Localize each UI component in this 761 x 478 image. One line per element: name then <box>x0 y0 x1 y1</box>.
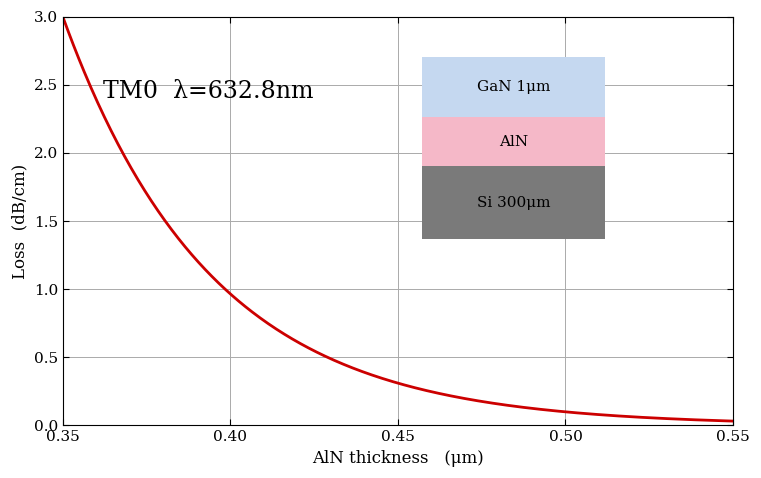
X-axis label: AlN thickness   (μm): AlN thickness (μm) <box>312 450 484 467</box>
Text: TM0  λ=632.8nm: TM0 λ=632.8nm <box>103 80 314 103</box>
Bar <box>422 166 605 239</box>
Text: GaN 1μm: GaN 1μm <box>477 80 550 94</box>
Text: AlN: AlN <box>499 135 528 149</box>
Bar <box>422 117 605 166</box>
Text: Si 300μm: Si 300μm <box>477 196 550 210</box>
Y-axis label: Loss  (dB/cm): Loss (dB/cm) <box>11 163 28 279</box>
Bar <box>422 57 605 117</box>
